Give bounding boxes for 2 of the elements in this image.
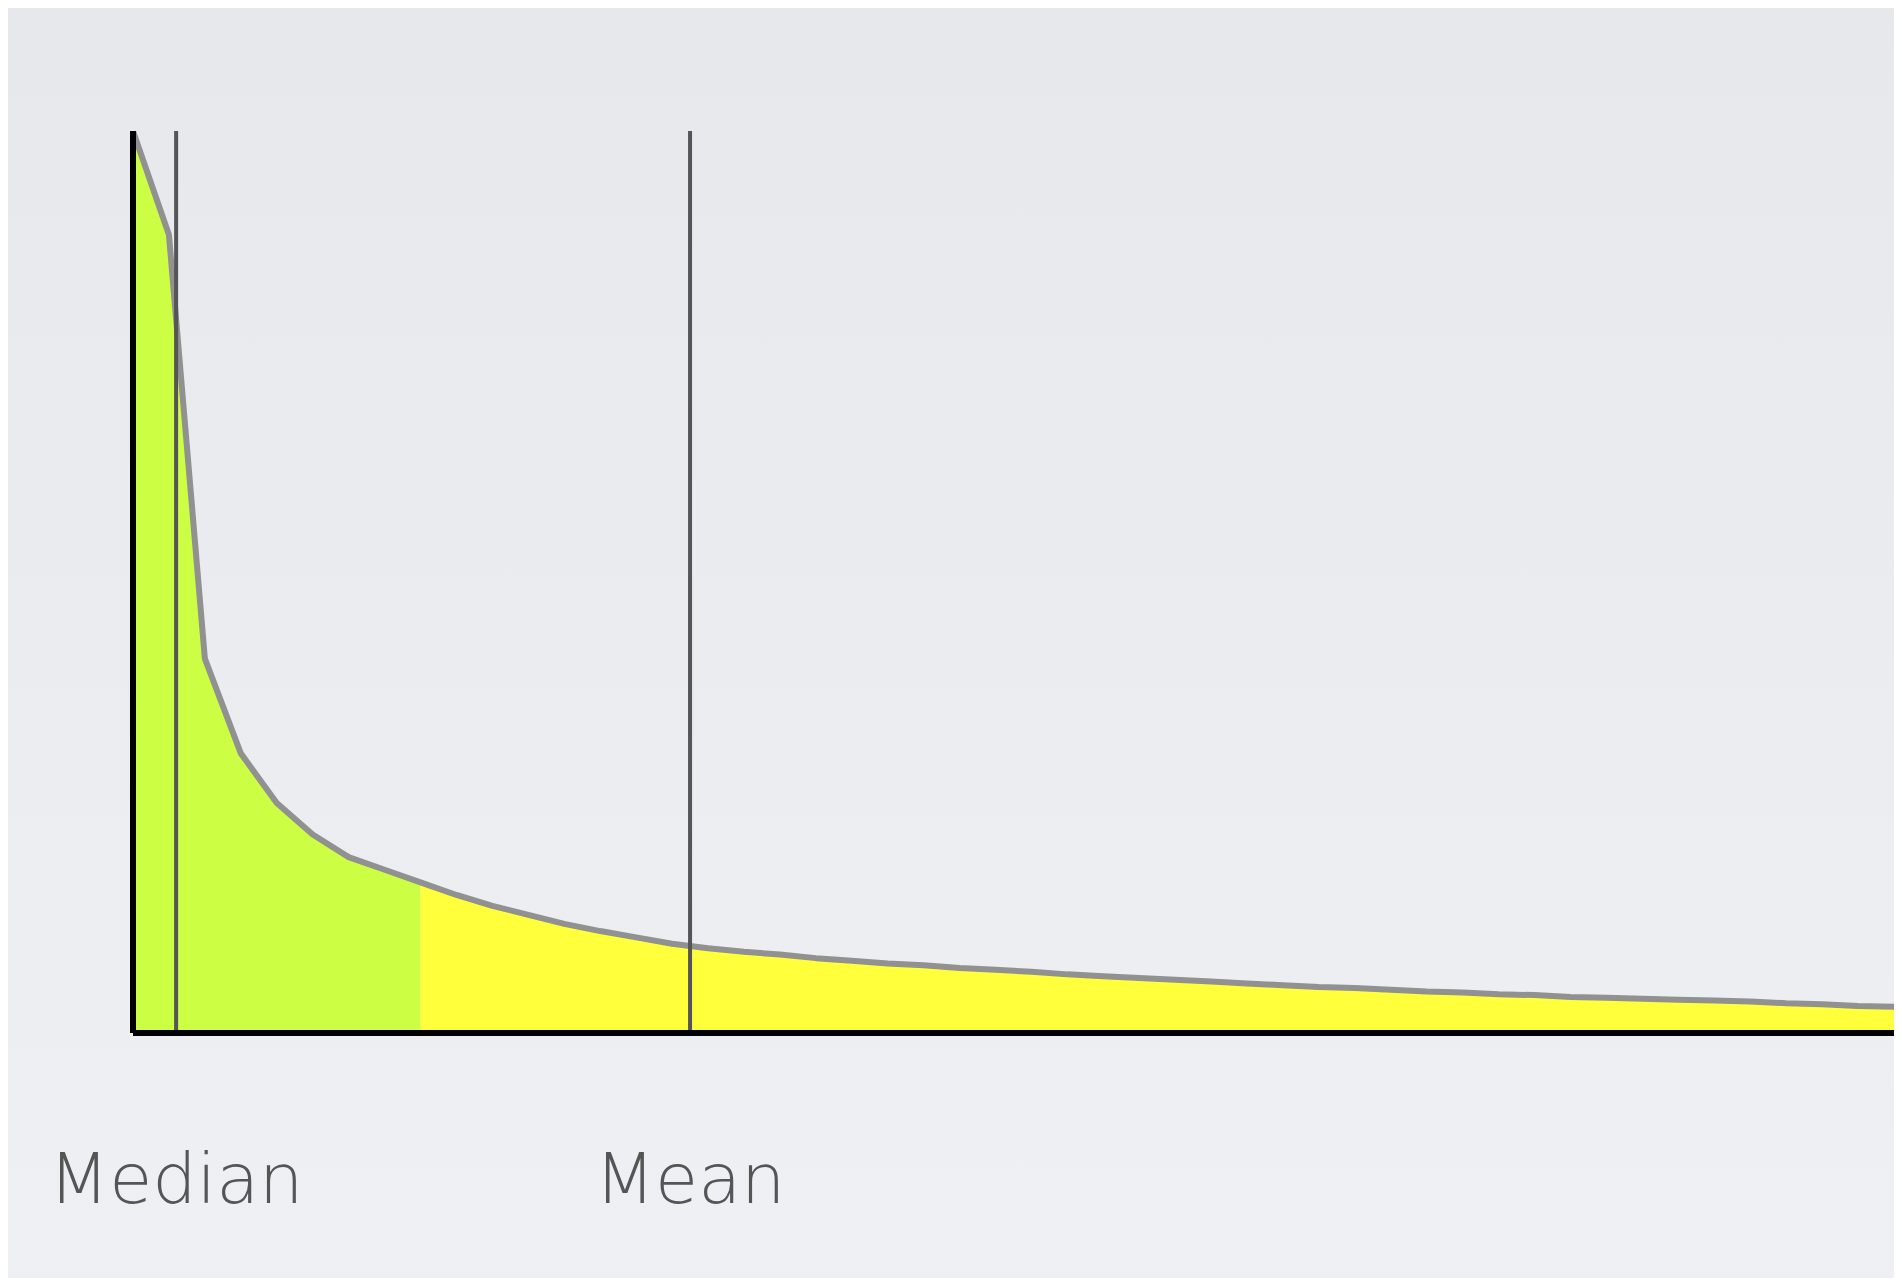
text: Median — [48, 1138, 304, 1220]
text: Mean — [594, 1138, 786, 1220]
